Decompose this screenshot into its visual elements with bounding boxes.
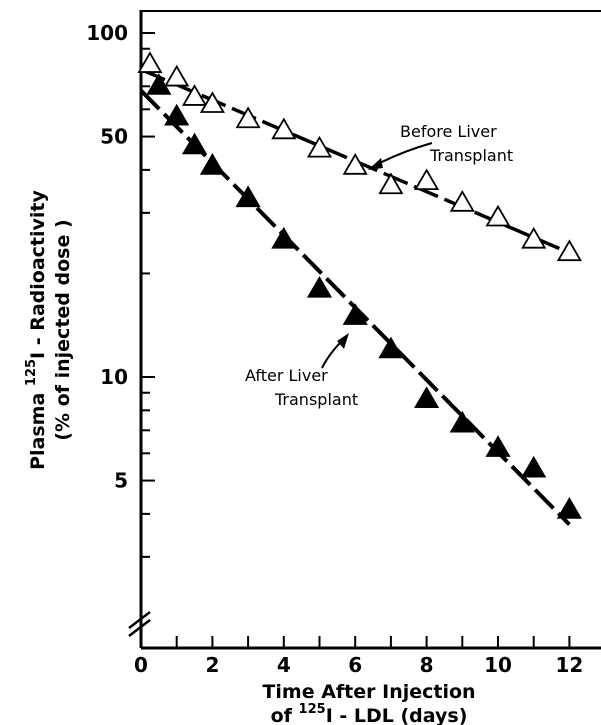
before-transplant-point <box>137 51 163 73</box>
x-tick-label: 6 <box>348 653 362 677</box>
after-transplant-point <box>378 336 404 359</box>
before-transplant-point <box>235 106 261 129</box>
y-tick-label: 10 <box>100 365 128 389</box>
y-axis-break-mark <box>128 611 151 637</box>
after-transplant-point <box>164 103 190 126</box>
after-transplant-point <box>181 132 208 155</box>
before-label-line1: Before Liver <box>400 122 497 141</box>
after-transplant-point <box>199 153 225 175</box>
after-transplant-point <box>342 303 368 325</box>
before-transplant-point <box>556 239 582 262</box>
before-transplant-point <box>306 135 333 158</box>
x-axis-title-line1: Time After Injection <box>262 681 475 703</box>
y-tick-label: 50 <box>100 125 128 149</box>
x-axis-title-line2: of 125I - LDL (days) <box>271 702 468 725</box>
before-transplant-point <box>342 153 368 175</box>
after-transplant-point <box>271 226 297 249</box>
before-transplant-point <box>485 204 511 227</box>
before-transplant-point <box>181 84 208 106</box>
before-transplant-point <box>164 64 190 87</box>
after-label-arrow <box>321 333 349 369</box>
tick-labels: 0 2 4 6 8 10 12 100 50 10 5 <box>86 21 583 677</box>
x-tick-label: 10 <box>484 653 512 677</box>
y-tick-label: 100 <box>86 21 128 45</box>
before-label-arrow <box>368 142 433 170</box>
x-tick-label: 4 <box>277 653 291 677</box>
after-transplant-point <box>306 275 333 298</box>
before-transplant-point <box>521 226 547 249</box>
before-transplant-point <box>271 117 297 140</box>
after-transplant-point <box>485 435 511 457</box>
before-transplant-point <box>414 168 440 191</box>
after-transplant-point <box>521 455 547 478</box>
after-transplant-point <box>556 497 582 519</box>
axis-ticks <box>141 32 571 648</box>
after-label-line1: After Liver <box>245 366 328 385</box>
after-transplant-point <box>414 386 440 409</box>
x-tick-label: 8 <box>420 653 434 677</box>
before-transplant-point <box>199 91 225 113</box>
y-axis-title-line1: Plasma 125I - Radioactivity <box>24 189 49 469</box>
x-tick-label: 0 <box>134 653 148 677</box>
before-transplant-point <box>378 172 404 195</box>
before-label-line2: Transplant <box>429 146 513 165</box>
before-transplant-point <box>449 190 475 212</box>
data-markers <box>137 51 582 519</box>
after-transplant-point <box>146 73 172 95</box>
x-tick-label: 12 <box>555 653 583 677</box>
after-transplant-point <box>449 410 475 433</box>
y-tick-label: 5 <box>114 469 128 493</box>
plot-frame <box>128 10 601 650</box>
x-tick-label: 2 <box>205 653 219 677</box>
after-label-line2: Transplant <box>274 390 358 409</box>
y-axis-title: Plasma 125I - Radioactivity (% of inject… <box>24 189 74 469</box>
after-transplant-point <box>235 185 261 208</box>
y-axis-title-line2: (% of injected dose ) <box>52 219 74 440</box>
